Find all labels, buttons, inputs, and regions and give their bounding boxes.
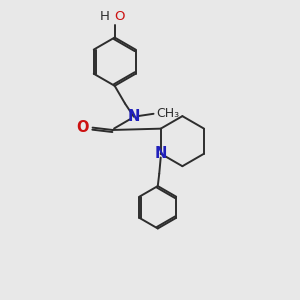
- Text: H: H: [100, 10, 110, 23]
- Text: N: N: [154, 146, 167, 161]
- Text: N: N: [128, 109, 140, 124]
- Text: CH₃: CH₃: [157, 107, 180, 120]
- Text: O: O: [76, 120, 88, 135]
- Text: O: O: [114, 10, 124, 23]
